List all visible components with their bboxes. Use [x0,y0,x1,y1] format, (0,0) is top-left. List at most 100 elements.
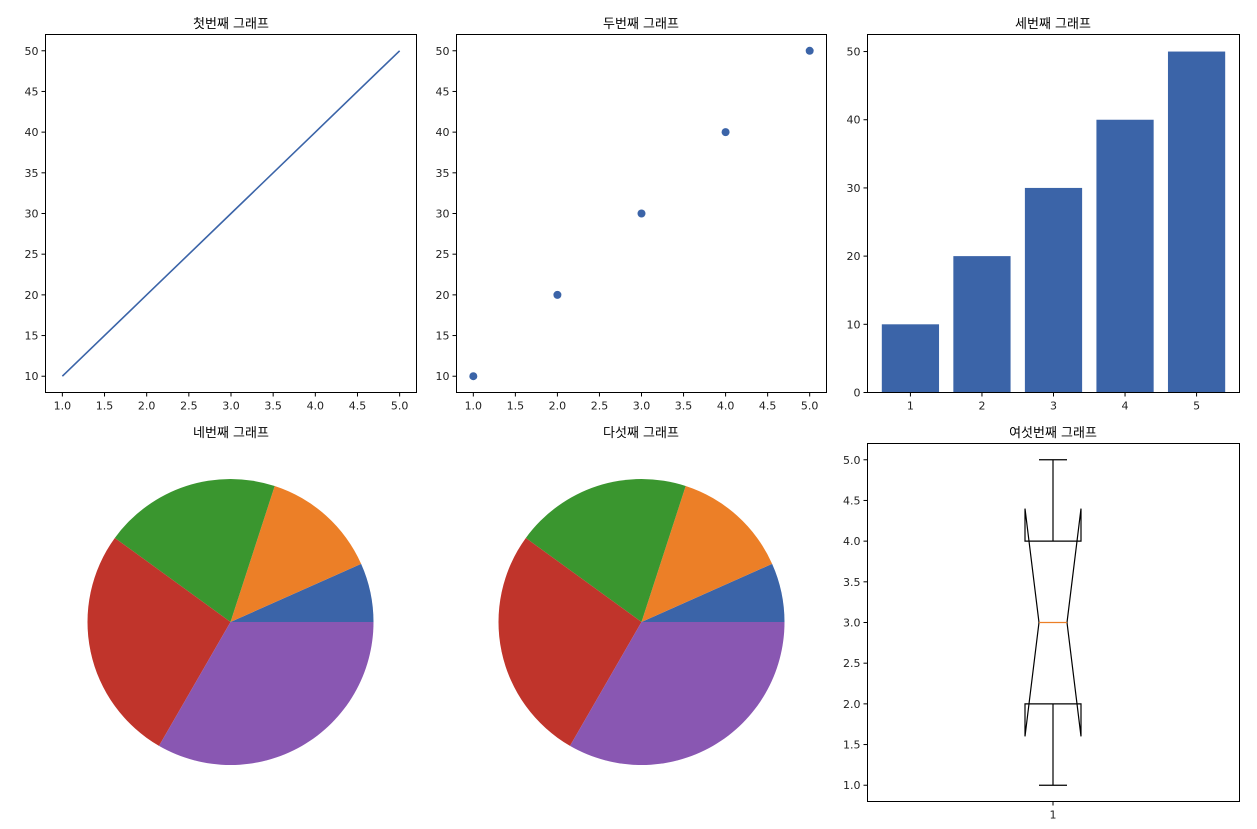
panel-1-title: 첫번째 그래프 [193,17,269,32]
p2-ytick-label: 40 [436,126,450,139]
pie-slice [641,486,773,622]
p2-xtick-label: 4.5 [759,400,777,413]
p1-ytick-label: 35 [25,167,39,180]
p2-ytick-label: 15 [436,330,450,343]
pie-slice [498,537,642,746]
p1-ytick-label: 10 [25,370,39,383]
pie-slice [641,563,785,622]
panel-4-pie-chart: 네번째 그래프 [87,426,374,765]
p1-xtick-label: 2.0 [138,400,156,413]
p2-ytick-label: 45 [436,85,450,98]
pie-slice [87,537,231,746]
panel-2-title: 두번째 그래프 [603,17,679,32]
panel-4-marks [87,479,374,765]
p2-ytick-label: 20 [436,289,450,302]
p6-ytick-label: 4.5 [843,494,861,507]
p2-ytick-label: 25 [436,248,450,261]
p3-xtick-label: 3 [1050,400,1057,413]
p3-xtick-label: 2 [978,400,985,413]
panel-1-line-chart: 첫번째 그래프 1.0 1.5 2.0 2.5 3.0 3.5 4.0 4.5 5.0 10 15 2… [25,17,417,413]
bar [1167,51,1226,393]
p6-ytick-label: 1.0 [843,779,861,792]
p1-xtick-label: 5.0 [391,400,409,413]
p3-xtick-label: 1 [907,400,914,413]
p1-ytick-label: 45 [25,85,39,98]
scatter-point [805,46,814,55]
p1-xtick-label: 1.5 [96,400,114,413]
panel-1-axes-frame [45,34,417,393]
p2-xtick-label: 1.5 [507,400,525,413]
box-body [1024,508,1082,737]
p2-xtick-label: 1.0 [465,400,483,413]
p3-xtick-label: 4 [1122,400,1129,413]
p1-ytick-label: 20 [25,289,39,302]
p3-ytick-label: 30 [847,182,861,195]
p3-ytick-label: 40 [847,114,861,127]
panel-2-scatter-chart: 두번째 그래프 1.0 1.5 2.0 2.5 3.0 3.5 4.0 4.5 5.0 10 15 2… [436,17,827,413]
p2-xtick-label: 2.0 [549,400,567,413]
p6-ytick-label: 3.5 [843,576,861,589]
pie-slice [570,622,785,765]
p1-ytick-label: 40 [25,126,39,139]
p2-xtick-label: 5.0 [801,400,819,413]
p2-xtick-label: 3.0 [633,400,651,413]
scatter-point [637,209,646,218]
panel-4-title: 네번째 그래프 [193,426,269,441]
panel-6-axes-frame [867,443,1240,802]
p1-ytick-label: 15 [25,330,39,343]
p2-ytick-label: 10 [436,370,450,383]
p2-xtick-label: 2.5 [591,400,609,413]
p1-xtick-label: 1.0 [54,400,72,413]
p2-ytick-label: 35 [436,167,450,180]
p1-xtick-label: 4.0 [307,400,325,413]
p1-xtick-label: 3.5 [264,400,282,413]
panel-6-title: 여섯번째 그래프 [1009,426,1097,441]
pie-slice [159,622,374,765]
panel-5-marks [498,479,785,765]
line-series [61,50,401,377]
panel-5-pie-chart: 다섯째 그래프 [498,426,785,765]
p2-ytick-label: 30 [436,208,450,221]
p2-ytick-label: 50 [436,45,450,58]
p3-ytick-label: 50 [847,46,861,59]
panel-2-marks: 1.0 1.5 2.0 2.5 3.0 3.5 4.0 4.5 5.0 10 15 20 25 30 35 4… [436,45,819,413]
p2-xtick-label: 4.0 [717,400,735,413]
p3-ytick-label: 0 [854,387,861,400]
p6-ytick-label: 4.0 [843,535,861,548]
panel-2-axes-frame [456,34,827,393]
p1-ytick-label: 25 [25,248,39,261]
panel-1-marks: 1.0 1.5 2.0 2.5 3.0 3.5 4.0 4.5 5.0 10 15 20 25 30 35 4… [25,45,409,413]
p6-ytick-label: 3.0 [843,617,861,630]
p6-ytick-label: 2.5 [843,657,861,670]
scatter-point [469,372,478,381]
panel-3-title: 세번째 그래프 [1015,17,1091,32]
p6-ytick-label: 1.5 [843,739,861,752]
p3-xtick-label: 5 [1193,400,1200,413]
panel-3-axes-frame [867,34,1240,393]
pie-slice [114,479,275,622]
bar [1096,119,1154,393]
panel-6-marks: 1.0 1.5 2.0 2.5 3.0 3.5 4.0 4.5 5.0 1 [843,454,1082,822]
pie-slice [230,486,362,622]
p6-ytick-label: 5.0 [843,454,861,467]
scatter-point [721,128,730,137]
p1-xtick-label: 4.5 [349,400,367,413]
pie-slice [230,563,374,622]
p6-ytick-label: 2.0 [843,698,861,711]
p2-xtick-label: 3.5 [675,400,693,413]
pie-slice [525,479,686,622]
bar [881,324,940,393]
p3-ytick-label: 20 [847,250,861,263]
panel-5-title: 다섯째 그래프 [603,426,679,441]
p1-ytick-label: 50 [25,45,39,58]
bar [953,256,1011,393]
p1-xtick-label: 3.0 [222,400,240,413]
scatter-point [553,290,562,299]
p1-ytick-label: 30 [25,208,39,221]
p6-xtick-label: 1 [1050,809,1057,822]
p1-xtick-label: 2.5 [180,400,198,413]
p3-ytick-label: 10 [847,318,861,331]
